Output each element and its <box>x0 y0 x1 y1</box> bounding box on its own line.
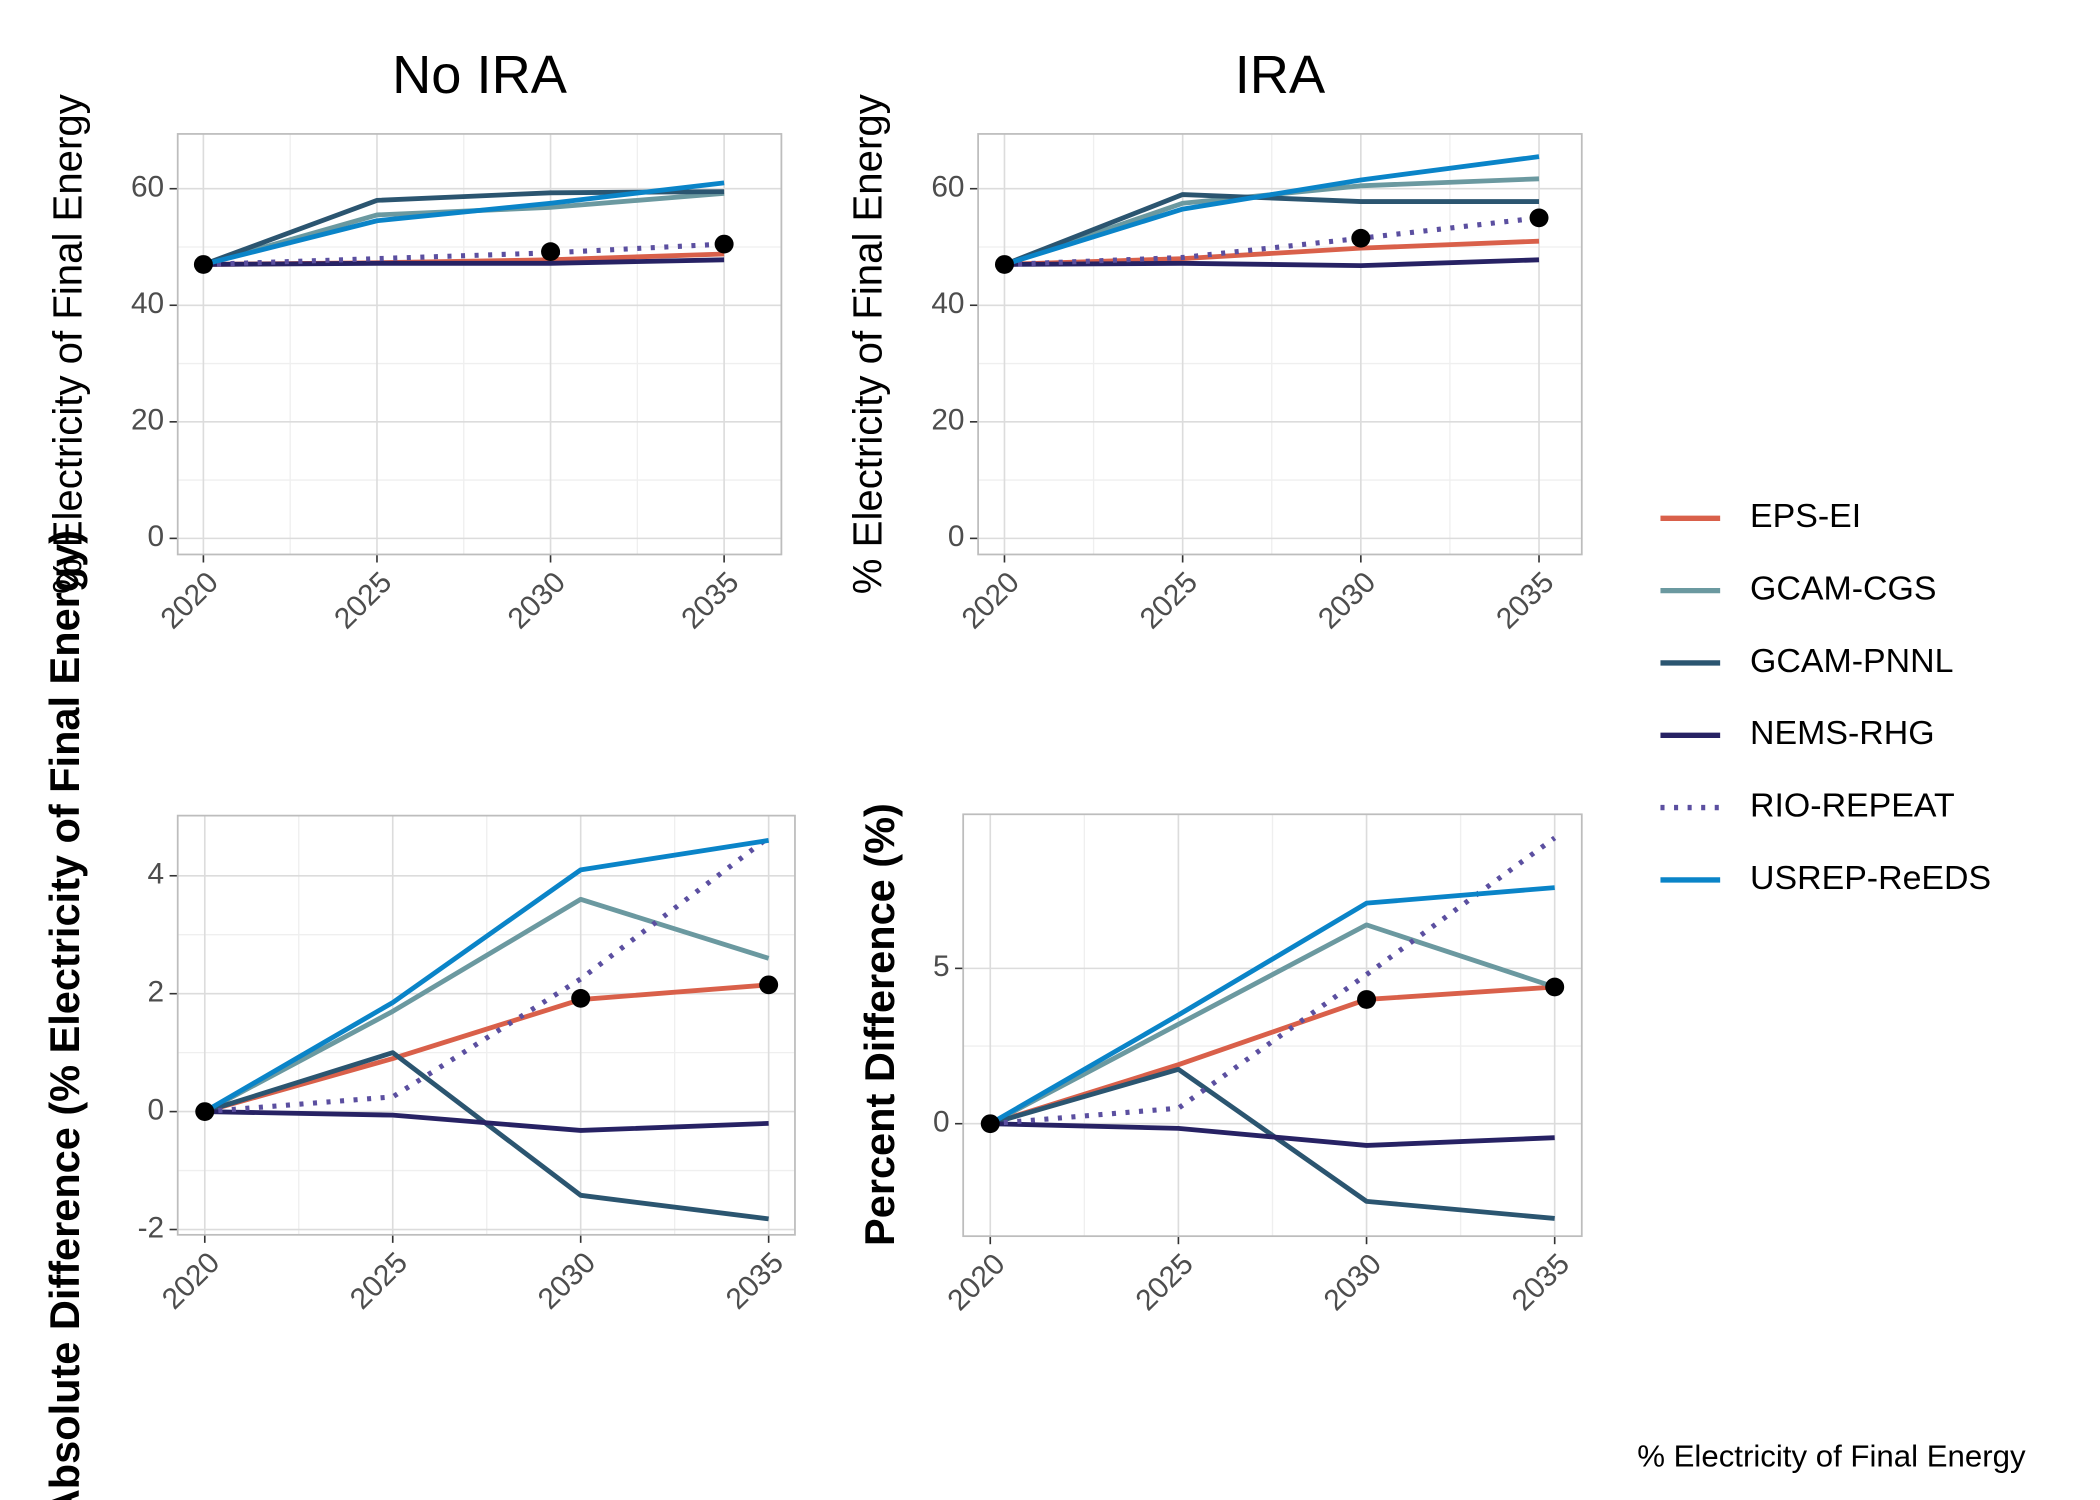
series-line <box>203 838 770 1114</box>
point <box>714 234 734 254</box>
y-tick-label: 40 <box>131 287 164 320</box>
x-tick-label: 2035 <box>1490 566 1560 636</box>
x-tick-label: 2020 <box>941 1248 1011 1318</box>
series-line <box>203 896 770 1114</box>
y-tick-label: 0 <box>148 520 165 553</box>
series-line <box>204 1109 769 1133</box>
point <box>1357 990 1377 1009</box>
y-tick-label: 40 <box>931 287 964 320</box>
x-tick-label: 2025 <box>344 1246 414 1316</box>
series-line <box>203 241 725 268</box>
y-axis-title: % Electricity of Final Energy <box>44 93 90 594</box>
point <box>1545 977 1565 997</box>
x-tick-label: 2035 <box>1506 1248 1576 1318</box>
y-tick-label: 4 <box>148 858 165 891</box>
legend-label: NEMS-RHG <box>1750 715 1935 752</box>
y-tick-label: 60 <box>931 171 964 204</box>
plot-background <box>978 133 1582 555</box>
panel-title: IRA <box>1235 45 1325 105</box>
point <box>994 255 1014 274</box>
y-axis-title: Percent Difference (%) <box>856 803 903 1246</box>
y-axis-title: % Electricity of Final Energy <box>844 93 890 594</box>
y-tick-label: 2 <box>148 976 165 1009</box>
y-tick-label: 0 <box>148 1094 165 1127</box>
plot-border <box>176 814 796 1236</box>
point <box>1351 228 1371 248</box>
panel-title: No IRA <box>392 45 567 105</box>
point <box>1529 208 1549 228</box>
legend-label: GCAM-CGS <box>1750 571 1936 608</box>
x-tick-label: 2020 <box>955 566 1025 636</box>
y-tick-label: 20 <box>931 404 964 437</box>
series-line <box>1003 154 1540 267</box>
series-line <box>203 257 725 267</box>
series-line <box>204 982 769 1114</box>
legend-title: % Electricity of Final Energy <box>1637 1439 2026 1474</box>
y-tick-label: 60 <box>131 171 164 204</box>
x-tick-label: 2020 <box>156 1246 226 1316</box>
y-tick-label: 0 <box>933 1106 950 1139</box>
x-tick-label: 2035 <box>675 566 745 636</box>
x-tick-label: 2030 <box>1318 1248 1388 1318</box>
point <box>193 255 213 274</box>
series-line <box>989 885 1555 1126</box>
x-tick-label: 2020 <box>154 566 224 636</box>
point <box>980 1114 1000 1134</box>
y-tick-label: 0 <box>948 520 965 553</box>
series-line <box>990 1121 1555 1148</box>
point <box>759 975 779 995</box>
y-tick-label: -2 <box>138 1211 165 1244</box>
x-tick-label: 2035 <box>720 1246 790 1316</box>
point <box>195 1102 215 1121</box>
series-line <box>1004 257 1540 269</box>
legend-label: EPS-EI <box>1750 498 1861 535</box>
legend-label: GCAM-PNNL <box>1750 643 1953 680</box>
x-tick-label: 2030 <box>532 1246 602 1316</box>
x-tick-label: 2025 <box>1129 1248 1199 1318</box>
plot-background <box>177 133 782 555</box>
x-tick-label: 2025 <box>328 566 398 636</box>
series-line <box>204 835 771 1115</box>
plot-border <box>176 133 783 556</box>
x-tick-label: 2025 <box>1134 566 1204 636</box>
point <box>571 989 591 1008</box>
y-tick-label: 5 <box>933 950 950 983</box>
point <box>541 242 561 262</box>
legend-label: USREP-ReEDS <box>1750 860 1991 897</box>
plot-border <box>962 813 1583 1238</box>
x-tick-label: 2030 <box>1312 566 1382 636</box>
series-line <box>202 180 725 267</box>
x-tick-label: 2030 <box>502 566 572 636</box>
series-line <box>989 922 1556 1126</box>
legend-label: RIO-REPEAT <box>1750 788 1955 825</box>
y-tick-label: 20 <box>131 404 164 437</box>
y-axis-title: Absolute Difference (% Electricity of Fi… <box>41 530 88 1500</box>
series-line <box>1003 192 1540 267</box>
plot-border <box>977 133 1583 556</box>
